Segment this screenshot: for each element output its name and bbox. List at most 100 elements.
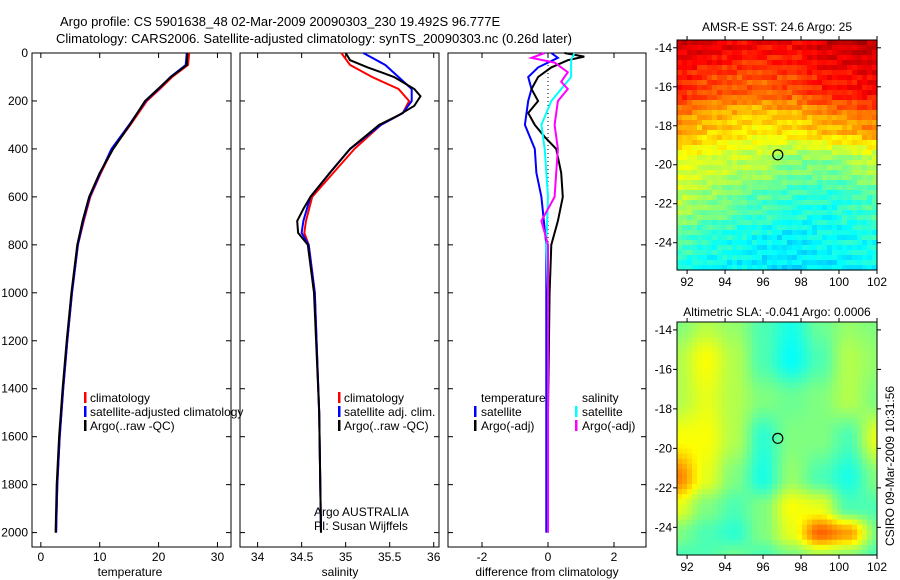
sla-cell <box>752 397 758 404</box>
sst-cell <box>867 75 873 81</box>
sla-cell <box>697 494 703 500</box>
sla-cell <box>817 418 823 424</box>
sst-cell <box>752 180 758 186</box>
sst-cell <box>707 100 713 106</box>
sla-cell <box>772 484 778 490</box>
sla-cell <box>837 352 843 359</box>
sla-cell <box>777 534 783 541</box>
sst-cell <box>712 110 718 116</box>
sst-cell <box>822 260 828 266</box>
sst-cell <box>737 75 743 81</box>
sla-cell <box>842 403 848 409</box>
sla-cell <box>767 438 773 445</box>
sla-cell <box>702 443 708 450</box>
sla-cell <box>722 529 728 536</box>
sla-cell <box>832 418 838 424</box>
sla-cell <box>867 413 873 419</box>
sst-cell <box>787 240 793 246</box>
x-tick-label: 100 <box>829 560 849 574</box>
sst-cell <box>792 195 798 201</box>
sla-cell <box>832 367 838 374</box>
sla-cell <box>827 413 833 419</box>
sst-cell <box>707 150 713 156</box>
sst-cell <box>747 230 753 236</box>
sla-cell <box>842 357 848 364</box>
sla-cell <box>677 428 683 435</box>
sla-cell <box>847 443 853 450</box>
sla-cell <box>752 468 758 475</box>
sst-cell <box>787 90 793 96</box>
sst-cell <box>847 75 853 81</box>
sst-cell <box>822 125 828 131</box>
sla-cell <box>782 479 788 485</box>
sla-cell <box>712 463 718 470</box>
sst-cell <box>812 60 818 66</box>
sla-cell <box>767 372 773 379</box>
sst-cell <box>752 60 758 66</box>
sla-cell <box>757 347 763 353</box>
sst-cell <box>697 260 703 266</box>
sla-cell <box>712 549 718 556</box>
sla-cell <box>767 494 773 500</box>
sst-cell <box>837 210 843 216</box>
sla-cell <box>742 408 748 414</box>
sla-cell <box>682 494 688 500</box>
sla-cell <box>862 549 868 556</box>
sst-cell <box>687 260 693 266</box>
sst-cell <box>797 40 803 46</box>
sla-cell <box>822 534 828 541</box>
sla-cell <box>707 509 713 516</box>
sla-cell <box>837 463 843 470</box>
sst-cell <box>832 95 838 101</box>
sla-cell <box>692 519 698 526</box>
sla-cell <box>787 479 793 485</box>
sla-cell <box>717 408 723 414</box>
argo-position-marker <box>772 149 784 161</box>
sst-cell <box>732 150 738 156</box>
sla-cell <box>747 322 753 328</box>
sst-cell <box>717 60 723 66</box>
sla-cell <box>737 337 743 343</box>
sla-cell <box>747 484 753 490</box>
sst-cell <box>842 165 848 171</box>
sst-cell <box>787 85 793 91</box>
sst-cell <box>822 105 828 111</box>
sla-cell <box>772 458 778 465</box>
sst-cell <box>762 180 768 186</box>
sla-cell <box>872 327 878 333</box>
sst-cell <box>867 210 873 216</box>
sla-cell <box>847 347 853 353</box>
sla-cell <box>847 413 853 419</box>
sla-cell <box>777 448 783 455</box>
sla-cell <box>822 408 828 414</box>
sla-cell <box>867 367 873 374</box>
sla-cell <box>802 372 808 379</box>
sla-cell <box>682 377 688 384</box>
sla-cell <box>822 392 828 399</box>
sla-cell <box>817 524 823 531</box>
sla-cell <box>867 337 873 343</box>
sla-cell <box>852 322 858 328</box>
sla-cell <box>742 504 748 511</box>
sst-cell <box>842 90 848 96</box>
sst-cell <box>787 130 793 136</box>
sst-cell <box>757 165 763 171</box>
sla-cell <box>712 479 718 485</box>
sst-cell <box>837 100 843 106</box>
sst-cell <box>822 60 828 66</box>
sst-cell <box>867 180 873 186</box>
sst-cell <box>782 110 788 116</box>
sla-cell <box>762 489 768 495</box>
sst-cell <box>817 125 823 131</box>
sst-cell <box>867 145 873 151</box>
sla-cell <box>852 438 858 445</box>
sst-cell <box>837 80 843 86</box>
sla-cell <box>702 438 708 445</box>
sst-cell <box>812 90 818 96</box>
sst-cell <box>692 125 698 131</box>
sla-cell <box>862 448 868 455</box>
sst-cell <box>722 250 728 256</box>
sla-cell <box>837 337 843 343</box>
sla-cell <box>787 544 793 551</box>
sst-cell <box>827 255 833 261</box>
